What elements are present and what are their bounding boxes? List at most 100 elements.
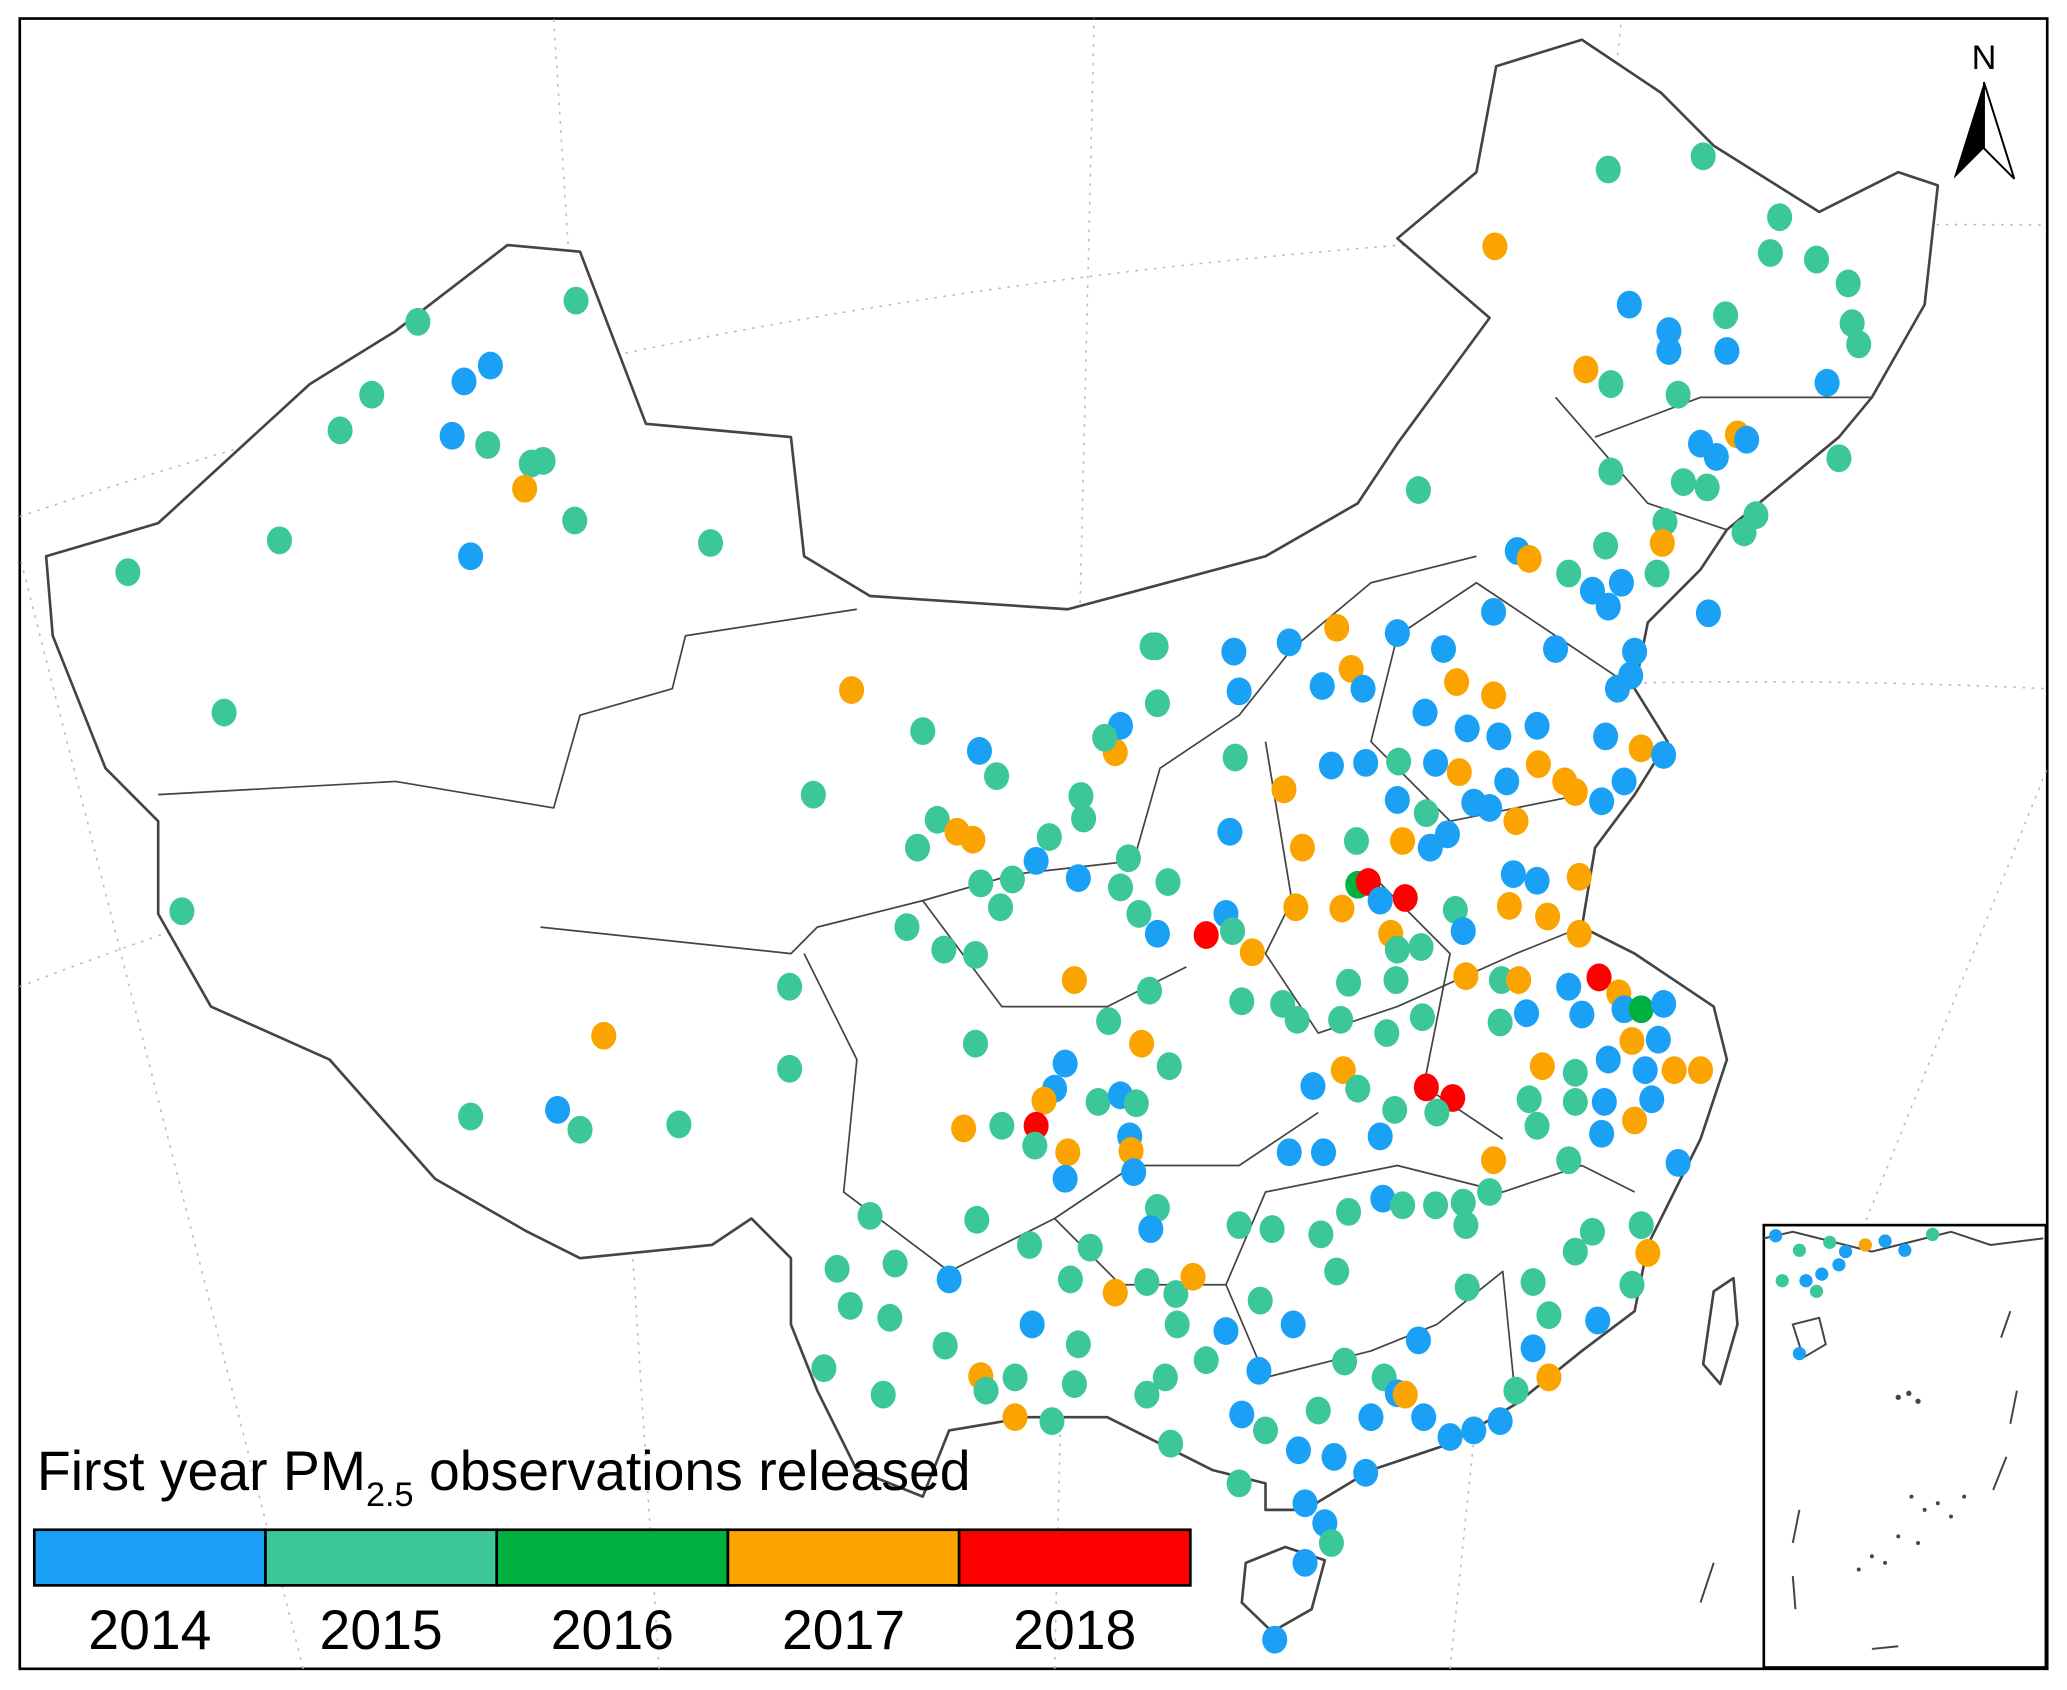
station-point-2015: [1002, 1363, 1028, 1392]
station-point-2014: [1639, 1085, 1665, 1114]
station-point-2014: [1589, 1119, 1615, 1148]
station-point-2015: [1477, 1178, 1503, 1206]
inset-station-point-2014: [1769, 1229, 1783, 1243]
station-point-2015: [1284, 1005, 1310, 1034]
station-point-2014: [1591, 1088, 1617, 1116]
station-point-2017: [1496, 892, 1522, 920]
station-point-2014: [1262, 1625, 1288, 1654]
north-label: N: [1972, 39, 1997, 77]
station-point-2014: [1309, 672, 1335, 700]
station-point-2015: [1826, 444, 1852, 473]
station-point-2015: [567, 1115, 593, 1144]
station-point-2015: [1804, 245, 1830, 274]
station-point-2015: [115, 558, 141, 587]
station-point-2014: [936, 1265, 962, 1294]
station-point-2017: [1283, 893, 1309, 922]
station-point-2015: [1835, 269, 1861, 298]
station-point-2014: [1065, 864, 1091, 893]
station-point-2017: [1055, 1138, 1081, 1167]
station-point-2017: [1688, 1056, 1714, 1085]
station-point-2014: [1569, 1000, 1595, 1029]
station-point-2017: [1481, 681, 1507, 710]
station-point-2015: [1308, 1220, 1334, 1249]
station-point-2014: [1358, 1403, 1384, 1432]
legend: First year PM2.5 observations released 2…: [32, 1440, 1192, 1661]
station-point-2014: [1703, 443, 1729, 471]
station-point-2017: [1628, 734, 1654, 763]
station-point-2015: [882, 1249, 908, 1278]
station-point-2015: [984, 762, 1010, 791]
station-point-2014: [1542, 635, 1569, 663]
station-point-2015: [1126, 899, 1152, 928]
station-point-2015: [1164, 1310, 1190, 1339]
station-point-2015: [1226, 1211, 1252, 1240]
station-point-2015: [1652, 507, 1678, 536]
legend-title: First year PM2.5 observations released: [37, 1440, 971, 1514]
station-point-2015: [1628, 1211, 1654, 1240]
station-point-2014: [1494, 767, 1520, 796]
inset-station-point-2015: [1792, 1243, 1806, 1257]
station-point-2017: [1525, 750, 1551, 779]
station-point-2015: [1158, 1429, 1184, 1458]
station-point-2015: [1022, 1131, 1048, 1160]
station-point-2015: [1409, 1003, 1435, 1032]
station-point-2017: [1453, 962, 1479, 991]
station-point-2014: [1285, 1436, 1311, 1465]
legend-label-2017: 2017: [782, 1599, 905, 1661]
station-point-2015: [894, 913, 920, 942]
station-point-2015: [1454, 1273, 1480, 1302]
north-arrow-icon: [1953, 82, 1984, 179]
station-point-2017: [1506, 966, 1532, 995]
station-point-2014: [1411, 1403, 1437, 1432]
station-point-2014: [1367, 1122, 1393, 1151]
station-point-2015: [359, 380, 385, 409]
station-point-2017: [1390, 827, 1416, 855]
station-point-2015: [877, 1303, 903, 1332]
station-point-2015: [1328, 1005, 1354, 1034]
station-point-2016: [1628, 995, 1654, 1024]
station-point-2014: [1221, 637, 1247, 666]
station-point-2015: [1562, 1237, 1588, 1266]
station-point-2015: [904, 833, 931, 862]
station-point-2014: [1229, 1400, 1255, 1429]
station-point-2014: [458, 542, 484, 571]
station-point-2015: [405, 307, 431, 336]
station-point-2014: [1276, 1138, 1302, 1167]
station-point-2014: [1023, 846, 1049, 875]
station-point-2017: [951, 1114, 977, 1143]
station-point-2014: [1632, 1056, 1658, 1085]
station-point-2015: [1408, 933, 1434, 961]
station-point-2015: [1516, 1085, 1542, 1114]
station-point-2017: [1661, 1056, 1687, 1085]
station-point-2017: [1562, 778, 1588, 806]
station-point-2015: [1383, 966, 1409, 995]
station-point-2015: [1077, 1233, 1103, 1262]
inset-station-point-2015: [1809, 1284, 1824, 1298]
station-point-2014: [1461, 788, 1487, 817]
station-point-2014: [1454, 714, 1480, 743]
station-point-2014: [1593, 722, 1619, 751]
station-point-2015: [1332, 1347, 1358, 1376]
station-point-2015: [1036, 823, 1062, 851]
station-point-2014: [1321, 1442, 1347, 1471]
station-point-2015: [989, 1111, 1015, 1140]
station-point-2015: [1442, 895, 1468, 924]
station-point-2015: [666, 1110, 692, 1139]
north-arrow: N: [1953, 39, 2016, 180]
station-point-2015: [1579, 1217, 1605, 1246]
station-point-2015: [1595, 155, 1621, 184]
station-point-2015: [824, 1254, 850, 1283]
station-point-2015: [1139, 632, 1165, 661]
station-point-2014: [439, 421, 465, 450]
station-point-2015: [910, 717, 936, 746]
station-point-2014: [1734, 425, 1760, 454]
station-point-2014: [1651, 741, 1677, 769]
inset-station-point-2015: [1823, 1235, 1837, 1249]
inset-station-point-2014: [1792, 1346, 1806, 1361]
station-point-2015: [1562, 1058, 1588, 1087]
station-point-2014: [1645, 1025, 1671, 1054]
station-point-2015: [968, 869, 994, 898]
station-point-2015: [1767, 203, 1793, 232]
station-point-2015: [1163, 1280, 1189, 1308]
